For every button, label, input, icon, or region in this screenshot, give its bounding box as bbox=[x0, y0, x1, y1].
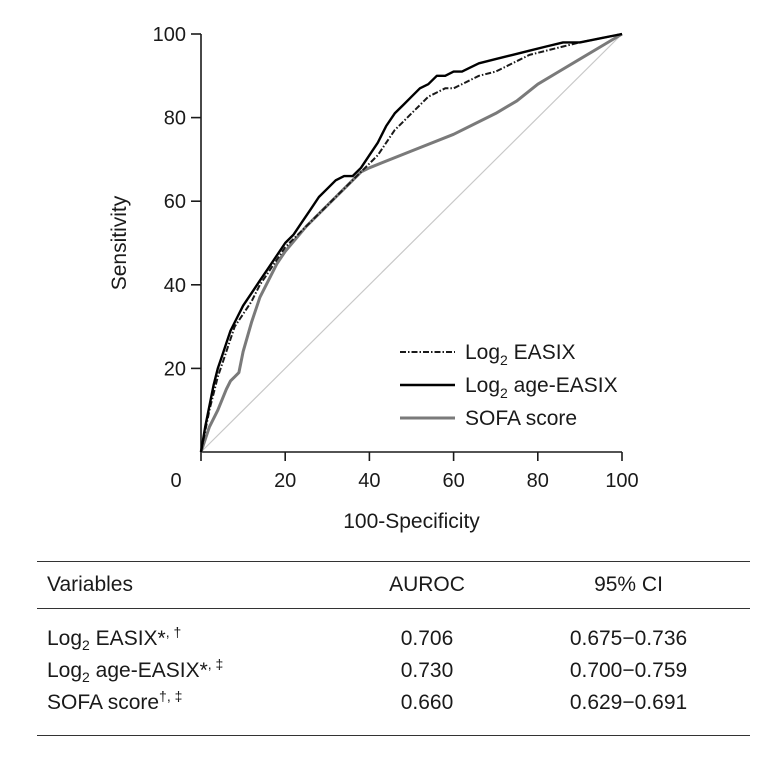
y-tick-label: 60 bbox=[164, 191, 186, 213]
row-variable: Log2 EASIX*, † bbox=[47, 624, 182, 654]
table-header-row: Variables AUROC 95% CI bbox=[37, 561, 750, 609]
x-tick-label: 100 bbox=[605, 470, 638, 492]
row-auroc: 0.706 bbox=[400, 627, 454, 650]
y-axis-title: Sensitivity bbox=[108, 195, 131, 290]
table-row: SOFA score†, ‡ 0.660 0.629−0.691 bbox=[37, 687, 750, 736]
legend-label-1: Log2 age-EASIX bbox=[465, 374, 618, 401]
x-tick-label: 20 bbox=[274, 470, 296, 492]
row-ci: 0.700−0.759 bbox=[569, 659, 688, 682]
row-ci: 0.629−0.691 bbox=[569, 691, 688, 714]
x-tick-label: 80 bbox=[527, 470, 549, 492]
row-variable: SOFA score†, ‡ bbox=[47, 688, 183, 715]
chart-legend: Log2 EASIX Log2 age-EASIX SOFA score bbox=[400, 341, 618, 430]
y-tick-label: 100 bbox=[153, 24, 186, 46]
header-ci: 95% CI bbox=[594, 573, 663, 596]
chart-axes: 20 40 60 80 100 0 20 40 60 80 100 100-Specificity Se… bbox=[108, 24, 639, 533]
legend-label-0: Log2 EASIX bbox=[465, 341, 576, 368]
header-variables: Variables bbox=[47, 573, 133, 596]
y-tick-label: 20 bbox=[164, 358, 186, 380]
table-row: Log2 age-EASIX*, ‡ 0.730 0.700−0.759 bbox=[37, 655, 750, 687]
roc-chart: 20 40 60 80 100 0 20 40 60 80 100 100-Specificity Se… bbox=[108, 24, 639, 533]
roc-curve-1 bbox=[199, 32, 623, 453]
row-ci: 0.675−0.736 bbox=[569, 627, 688, 650]
x-axis-title: 100-Specificity bbox=[343, 510, 480, 533]
header-auroc: AUROC bbox=[389, 573, 465, 596]
reference-diagonal bbox=[200, 33, 623, 453]
x-tick-label: 40 bbox=[358, 470, 380, 492]
x-tick-label: 60 bbox=[442, 470, 464, 492]
roc-curve-0 bbox=[200, 33, 623, 453]
auroc-table: Variables AUROC 95% CI Log2 EASIX*, † 0.… bbox=[37, 561, 750, 736]
legend-label-2: SOFA score bbox=[465, 407, 577, 430]
chart-curves bbox=[199, 32, 623, 453]
y-tick-label: 40 bbox=[164, 275, 186, 297]
x-tick-label: 0 bbox=[170, 470, 181, 492]
row-auroc: 0.660 bbox=[400, 691, 454, 714]
y-tick-label: 80 bbox=[164, 108, 186, 130]
row-auroc: 0.730 bbox=[400, 659, 454, 682]
table-row: Log2 EASIX*, † 0.706 0.675−0.736 bbox=[37, 609, 750, 656]
row-variable: Log2 age-EASIX*, ‡ bbox=[47, 656, 224, 686]
